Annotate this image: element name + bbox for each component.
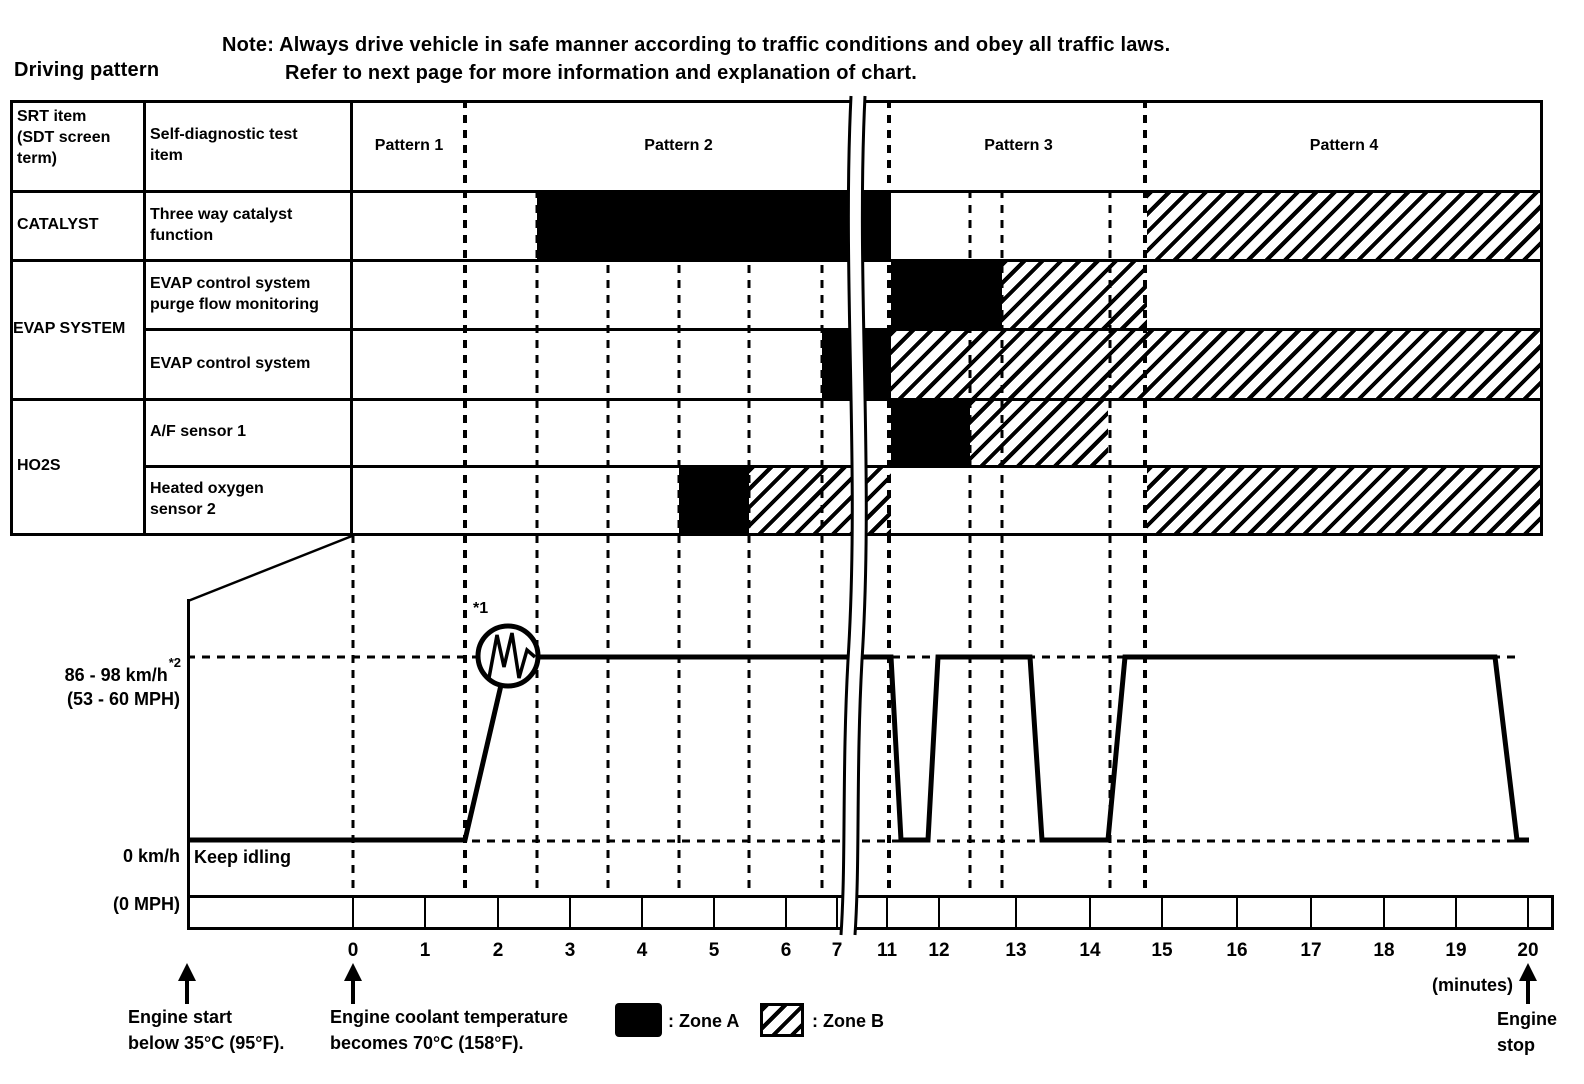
axis-tick-label: 14	[1079, 940, 1101, 961]
zone-b-region	[1002, 262, 1147, 328]
table-border	[10, 533, 1543, 536]
axis-tick-label: 16	[1226, 940, 1248, 961]
srt-group-evap-system: EVAP SYSTEM	[13, 320, 126, 337]
table-border	[1540, 100, 1543, 536]
axis-tick-label: 0	[347, 940, 359, 961]
speed-line-main	[536, 654, 1529, 843]
test-item-three-way-catalyst: Three way catalyst function	[150, 205, 293, 244]
axis-tick-label: 19	[1445, 940, 1467, 961]
srt-group-ho2s: HO2S	[17, 457, 61, 474]
speed-high-value: 86 - 98 km/h	[64, 665, 168, 685]
up-arrow-head	[344, 963, 362, 981]
footnote-1-marker: *1	[473, 600, 489, 617]
axis-tick-label: 6	[780, 940, 792, 961]
speed-zero-label: 0 km/h (0 MPH)	[30, 820, 180, 940]
speed-reference-dashed-lines	[187, 655, 1529, 843]
speed-zero-mph: (0 MPH)	[113, 894, 180, 914]
engine-start-annotation: Engine start below 35°C (95°F).	[128, 1007, 285, 1053]
test-item-af-sensor-1: A/F sensor 1	[150, 423, 247, 440]
pattern-4-header: Pattern 4	[1309, 136, 1379, 154]
table-graph-connector-line	[187, 534, 353, 603]
keep-idling-label: Keep idling	[194, 847, 292, 867]
table-border	[10, 100, 1543, 103]
time-axis-bar	[187, 895, 1554, 930]
srt-item-header: SRT item (SDT screen term)	[17, 108, 111, 167]
axis-tick-label: 12	[928, 940, 950, 961]
axis-tick-label: 3	[564, 940, 576, 961]
table-border	[10, 398, 1543, 401]
speed-zero-value: 0 km/h	[122, 846, 180, 866]
zone-b-region	[1147, 193, 1540, 259]
zone-a-legend-label: : Zone A	[668, 1011, 740, 1031]
footnote-2-marker: *2	[168, 655, 181, 670]
sdt-item-header: Self-diagnostic test item	[150, 126, 298, 164]
axis-tick-label: 15	[1151, 940, 1173, 961]
zone-b-region	[891, 331, 1540, 398]
test-item-evap-control: EVAP control system	[150, 354, 311, 372]
table-border	[143, 328, 1543, 331]
axis-tick-label: 4	[636, 940, 648, 961]
axis-tick-label: 5	[708, 940, 720, 961]
axis-tick-label: 1	[419, 940, 431, 961]
zone-b-legend-label: : Zone B	[812, 1011, 884, 1031]
time-axis-ticks	[352, 897, 1529, 928]
pattern-1-header: Pattern 1	[374, 136, 444, 154]
minutes-label: (minutes)	[1432, 975, 1513, 995]
table-border	[143, 465, 1543, 468]
zone-b-region	[1147, 468, 1540, 533]
zone-b-region	[970, 401, 1108, 465]
page-title: Driving pattern	[14, 59, 160, 81]
zone-a-region	[822, 331, 891, 398]
axis-tick-label: 18	[1373, 940, 1395, 961]
up-arrow-head	[1519, 963, 1537, 981]
up-arrow-head	[178, 963, 196, 981]
note-line2: Refer to next page for more information …	[285, 62, 917, 84]
srt-group-catalyst: CATALYST	[17, 216, 99, 233]
zone-a-legend-swatch	[615, 1003, 662, 1037]
zone-a-region	[679, 468, 749, 533]
zone-a-region	[891, 262, 1002, 328]
irregular-speed-zigzag	[487, 632, 537, 679]
table-border	[350, 100, 353, 536]
irregular-speed-circle-symbol	[475, 623, 541, 689]
pattern-3-header: Pattern 3	[984, 136, 1053, 154]
axis-tick-label: 13	[1005, 940, 1027, 961]
note-line1: Note: Always drive vehicle in safe manne…	[222, 34, 1171, 56]
table-border	[10, 259, 1543, 262]
test-item-heated-o2-sensor-2: Heated oxygen sensor 2	[150, 480, 264, 518]
coolant-annotation: Engine coolant temperature becomes 70°C …	[330, 1007, 569, 1053]
zone-a-region	[891, 401, 970, 465]
speed-line-idle-and-ramp	[187, 667, 508, 843]
pattern-2-header: Pattern 2	[644, 136, 713, 154]
table-border	[143, 100, 146, 536]
axis-tick-label: 17	[1300, 940, 1322, 961]
axis-tick-label: 20	[1517, 940, 1539, 961]
zone-b-legend-swatch	[760, 1003, 804, 1037]
axis-tick-label: 7	[831, 940, 843, 961]
axis-tick-label: 2	[492, 940, 504, 961]
zone-b-region	[749, 468, 891, 533]
engine-stop-annotation: Engine stop	[1497, 1009, 1558, 1055]
speed-high-mph: (53 - 60 MPH)	[66, 689, 180, 709]
test-item-evap-purge-flow: EVAP control system purge flow monitorin…	[150, 274, 319, 313]
axis-tick-label: 11	[876, 940, 898, 961]
speed-high-label: 86 - 98 km/h*2 (53 - 60 MPH)	[30, 634, 181, 735]
table-border	[10, 100, 13, 536]
table-border	[10, 190, 1543, 193]
zone-a-region	[537, 193, 891, 259]
annotation-arrows	[178, 963, 1537, 1004]
